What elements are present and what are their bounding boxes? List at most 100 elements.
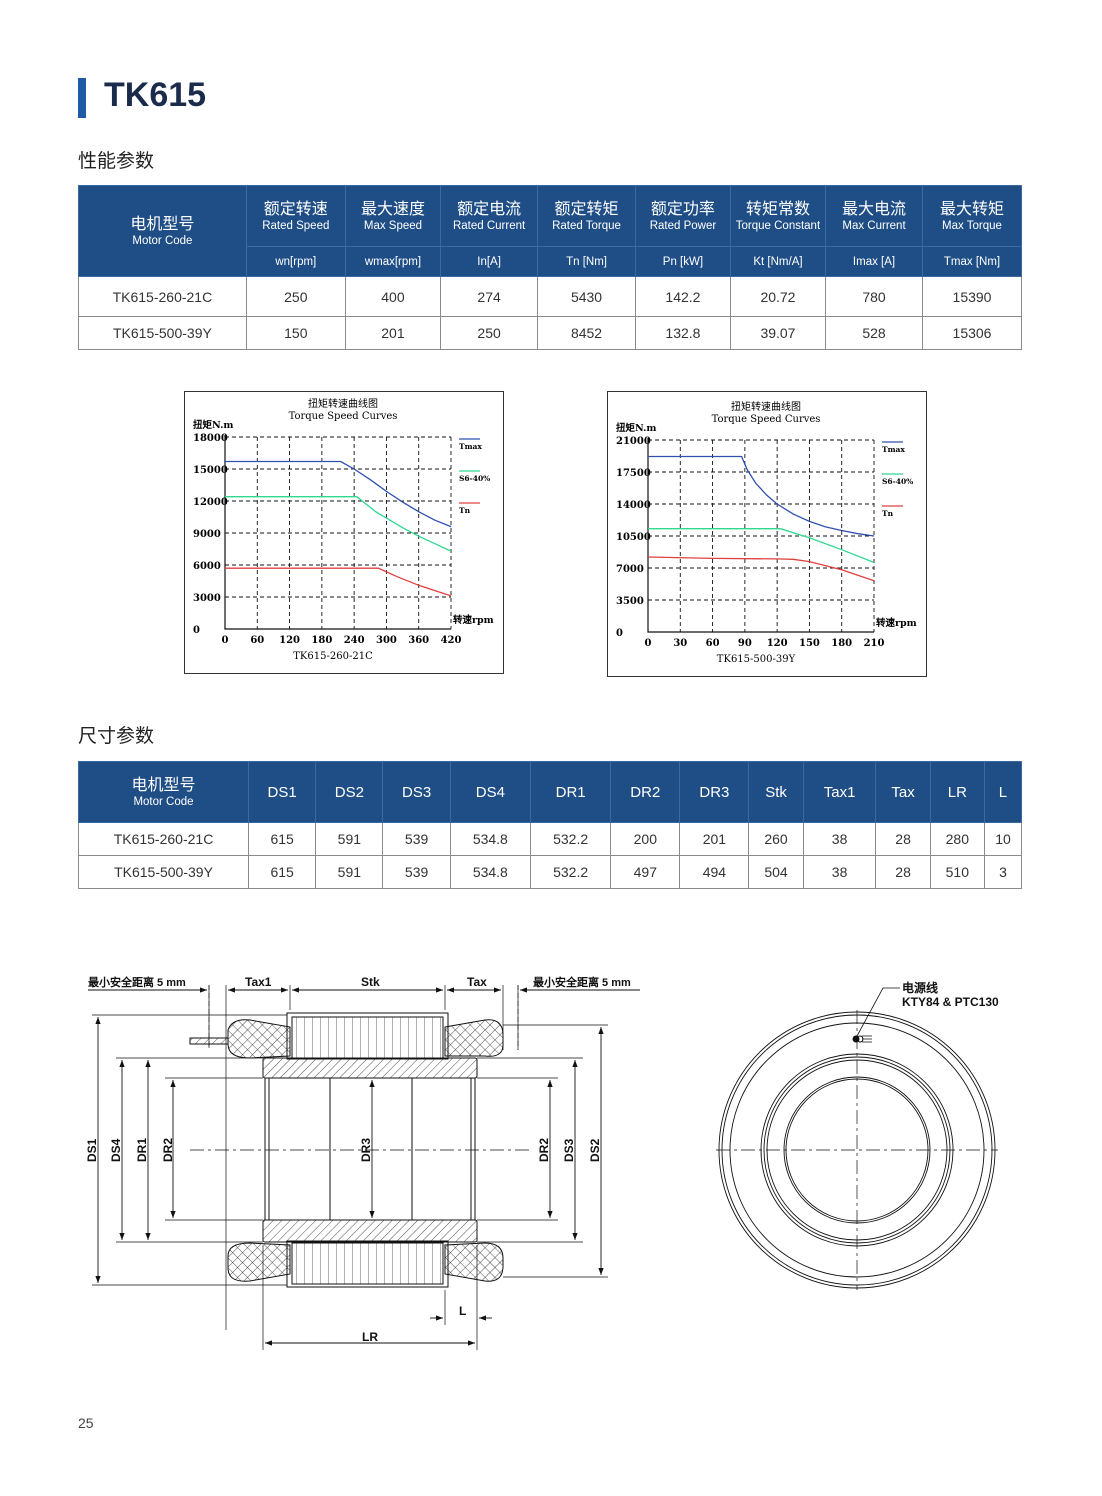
y-tick-label: 0: [616, 628, 623, 639]
dr2-right-label: DR2: [537, 1138, 551, 1162]
unit-cell: wn[rpm]: [245, 246, 346, 277]
header-en: Max Current: [842, 219, 906, 232]
legend-label: Tn: [459, 506, 471, 515]
x-tick-label: 210: [864, 638, 885, 649]
header-en: Rated Power: [649, 219, 717, 232]
unit-row: wn[rpm] wmax[rpm] In[A] Tn [Nm] Pn [kW] Kt [N…: [79, 246, 1022, 277]
title-accent-bar: [78, 78, 86, 118]
chart-caption: TK615-500-39Y: [717, 654, 796, 665]
unit-cell: Imax [A]: [825, 246, 923, 277]
header-en: Rated Current: [452, 219, 526, 232]
value-cell: 497: [610, 855, 681, 889]
cable-label: 电源线: [902, 980, 938, 995]
y-tick-label: 21000: [616, 436, 651, 447]
unit-cell: Tn [Nm]: [537, 246, 636, 277]
header-cn: 额定电流: [457, 200, 522, 218]
motor-code-cell: TK615-500-39Y: [78, 316, 247, 350]
value-cell: 200: [610, 822, 681, 856]
unit-cell: Tmax [Nm]: [922, 246, 1022, 277]
header-en: Motor Code: [132, 234, 193, 247]
value-cell: 39.07: [729, 316, 827, 350]
value-cell: 201: [344, 316, 442, 350]
x-tick-label: 180: [311, 635, 332, 646]
x-tick-label: 60: [250, 635, 264, 646]
chart-subtitle: Torque Speed Curves: [712, 414, 821, 425]
value-cell: 539: [382, 855, 451, 889]
x-axis-label: 转速rpm: [453, 614, 494, 626]
value-cell: 15306: [922, 316, 1022, 350]
dr1-label: DR1: [135, 1138, 149, 1162]
value-cell: 20.72: [729, 276, 827, 317]
header-cell: 最大转矩 Max Torque: [922, 185, 1022, 247]
header-en: Max Speed: [363, 219, 423, 232]
value-cell: 274: [440, 276, 539, 317]
series-line-tn: [647, 556, 875, 582]
series-line-tn: [225, 567, 452, 597]
tax1-label: Tax1: [245, 975, 272, 989]
table-row: TK615-500-39Y 615 591 539 534.8 532.2 497 494 50…: [78, 855, 1023, 889]
motor-code-cell: TK615-500-39Y: [78, 855, 249, 889]
chart-subtitle: Torque Speed Curves: [289, 411, 398, 422]
value-cell: 150: [245, 316, 346, 350]
table-row: TK615-260-21C 250 400 274 5430 142.2 20.72 780 1…: [78, 276, 1022, 317]
page-number: 25: [78, 1415, 94, 1431]
value-cell: 8452: [537, 316, 636, 350]
y-tick-label: 15000: [193, 465, 228, 476]
value-cell: 201: [679, 822, 750, 856]
legend-label: Tmax: [882, 445, 905, 454]
dr2-left-label: DR2: [161, 1138, 175, 1162]
y-tick-label: 17500: [616, 468, 651, 479]
motor-code-cell: TK615-260-21C: [78, 822, 249, 856]
header-cn: 转矩常数: [745, 200, 810, 218]
y-axis-label: 扭矩N.m: [193, 419, 233, 431]
ds3-label: DS3: [562, 1138, 576, 1162]
value-cell: 591: [315, 855, 384, 889]
value-cell: 142.2: [634, 276, 731, 317]
y-tick-label: 7000: [616, 564, 644, 575]
header-cell: DR3: [679, 761, 750, 823]
value-cell: 3: [983, 855, 1023, 889]
side-view: [88, 985, 640, 1350]
series-line-tmax: [648, 455, 875, 537]
header-motor-code: 电机型号 Motor Code: [78, 761, 249, 823]
legend-label: S6-40%: [459, 474, 490, 483]
header-en: Max Torque: [942, 219, 1002, 232]
series-line-s6-40-: [225, 496, 452, 552]
x-tick-label: 60: [706, 638, 720, 649]
header-cn: 额定转速: [263, 200, 328, 218]
safety-distance-right-label: 最小安全距离 5 mm: [533, 975, 631, 989]
value-cell: 532.2: [529, 822, 612, 856]
value-cell: 591: [315, 822, 384, 856]
value-cell: 250: [440, 316, 539, 350]
header-en: Rated Speed: [262, 219, 330, 232]
value-cell: 532.2: [529, 855, 612, 889]
header-cn: 最大电流: [842, 200, 907, 218]
header-cell: 额定转矩 Rated Torque: [537, 185, 636, 247]
header-cn: 电机型号: [131, 776, 196, 794]
header-cn: 最大转矩: [939, 200, 1004, 218]
value-cell: 132.8: [634, 316, 731, 350]
x-tick-label: 150: [799, 638, 820, 649]
y-tick-label: 6000: [193, 561, 221, 572]
legend-label: S6-40%: [882, 477, 913, 486]
dimensions-table: 电机型号 Motor Code DS1 DS2 DS3 DS4 DR1 DR2 DR3 Stk Ta…: [78, 761, 1023, 889]
tax-label: Tax: [467, 975, 487, 989]
ds4-label: DS4: [109, 1138, 123, 1162]
header-motor-code: 电机型号 Motor Code: [78, 185, 247, 277]
header-cell: DR2: [610, 761, 681, 823]
x-tick-label: 0: [222, 635, 229, 646]
series-line-s6-40-: [648, 528, 875, 564]
header-cn: 额定转矩: [554, 200, 619, 218]
dimensions-section-title: 尺寸参数: [78, 725, 155, 747]
table-row: TK615-260-21C 615 591 539 534.8 532.2 200 201 26…: [78, 822, 1023, 856]
header-cell: Stk: [748, 761, 804, 823]
ds2-label: DS2: [588, 1138, 602, 1162]
value-cell: 510: [929, 855, 985, 889]
torque-speed-chart-260-21c: 扭矩转速曲线图 Torque Speed Curves 扭矩N.m 转速rpm TK61…: [184, 391, 504, 674]
x-tick-label: 30: [673, 638, 687, 649]
unit-cell: wmax[rpm]: [344, 246, 442, 277]
x-tick-label: 180: [831, 638, 852, 649]
legend-label: Tmax: [459, 442, 482, 451]
unit-cell: Kt [Nm/A]: [729, 246, 827, 277]
